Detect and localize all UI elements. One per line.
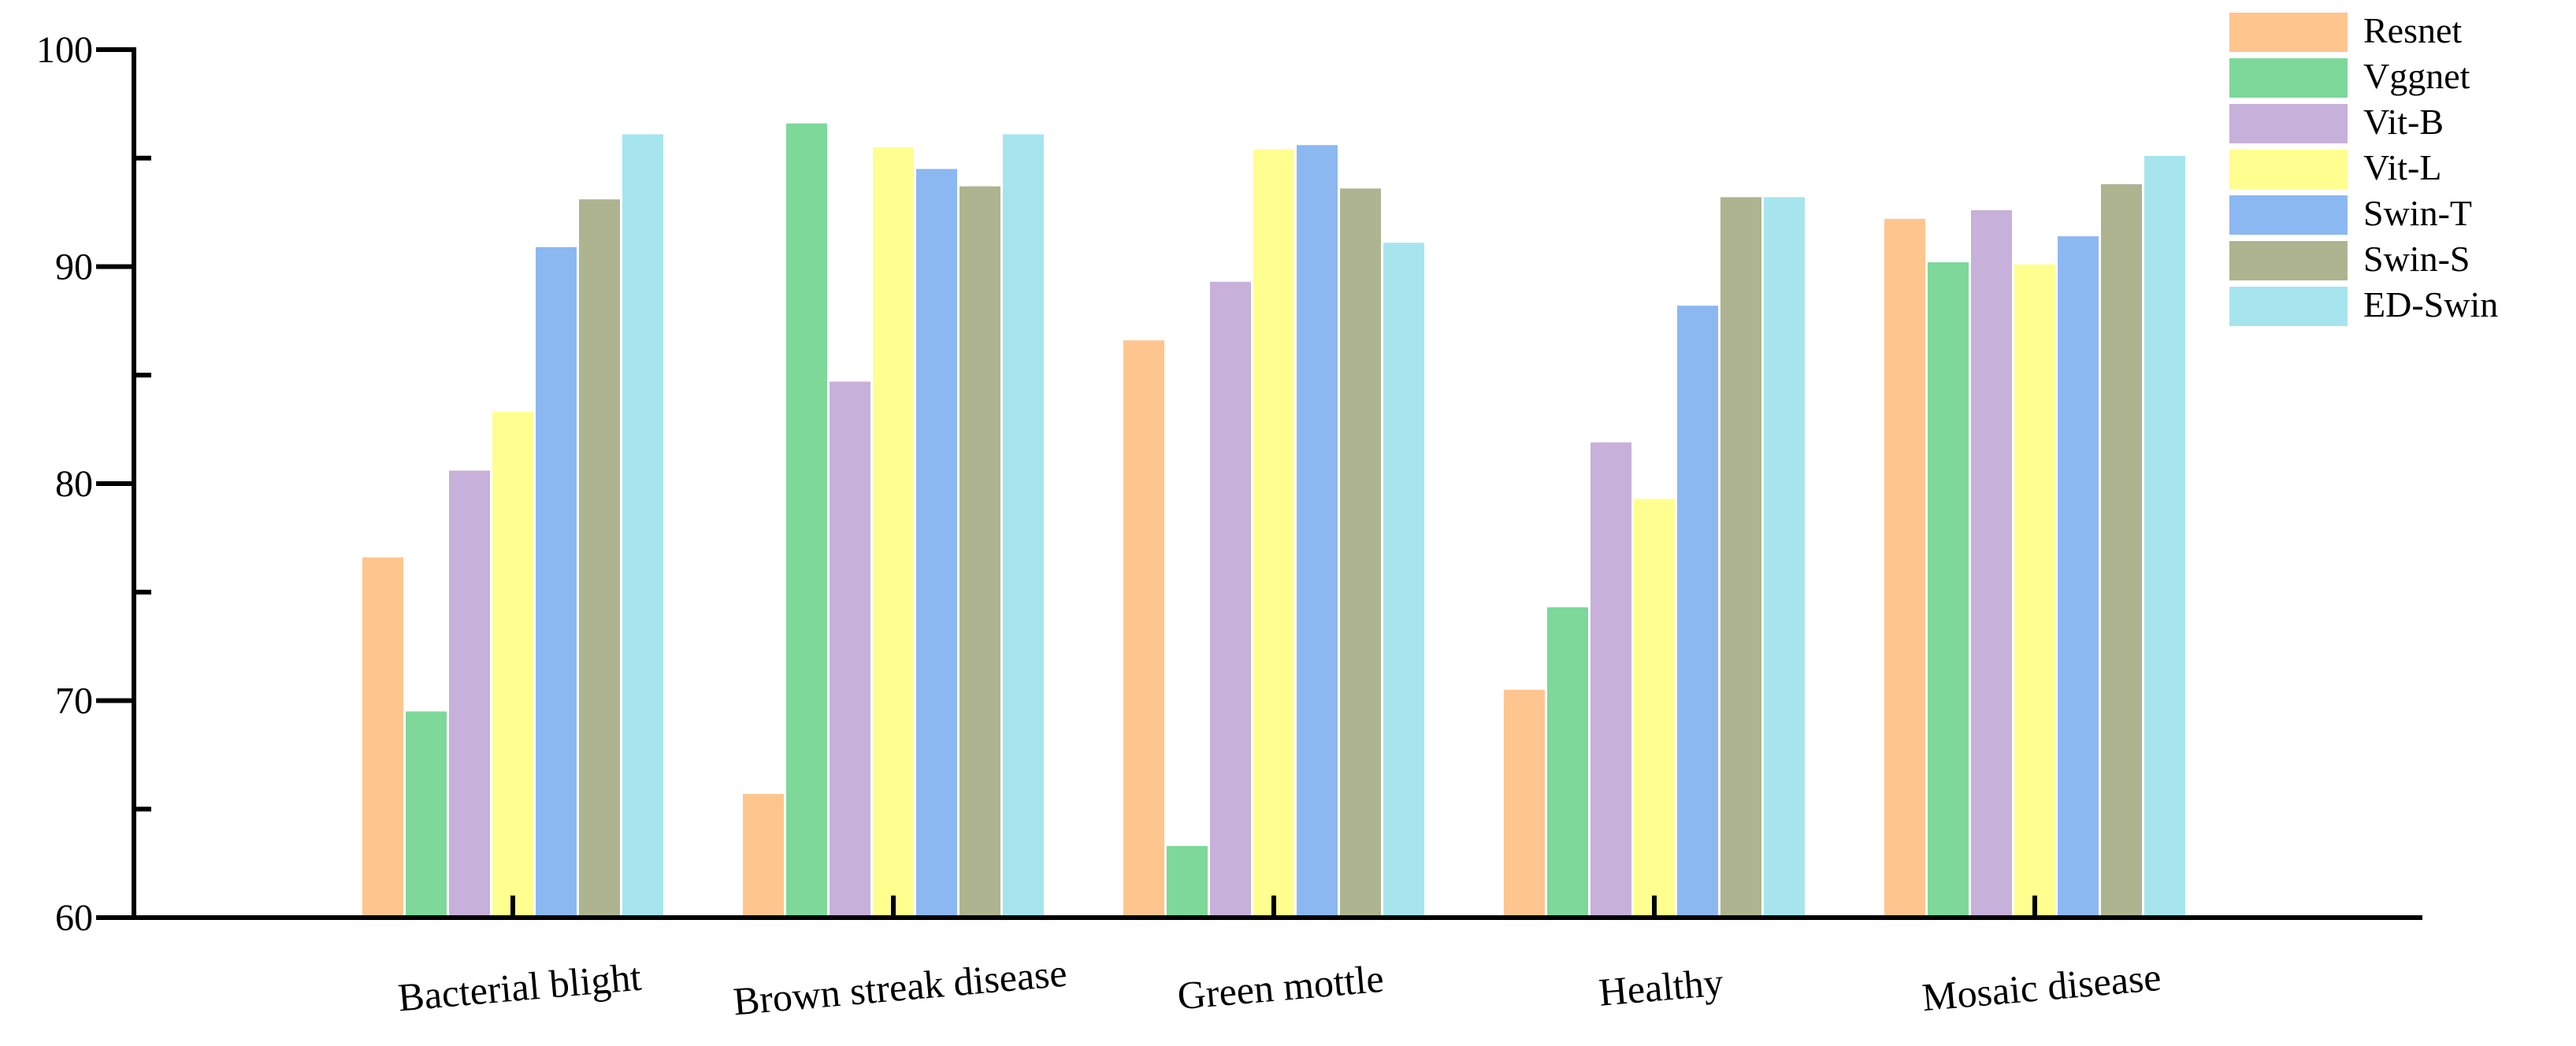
bar-swin-t-brown-streak-disease [916, 169, 957, 918]
bar-vggnet-green-mottle [1167, 846, 1208, 918]
bar-resnet-mosaic-disease [1884, 218, 1925, 918]
bar-swin-s-healthy [1720, 197, 1761, 918]
bar-vit-b-mosaic-disease [1971, 210, 2012, 918]
bar-swin-t-bacterial-blight [536, 247, 577, 918]
bar-resnet-bacterial-blight [362, 557, 403, 918]
bar-vit-l-brown-streak-disease [873, 147, 914, 918]
bar-ed-swin-green-mottle [1383, 243, 1424, 918]
y-tick-label: 80 [55, 463, 93, 505]
legend-swatch-vit-b [2229, 104, 2348, 143]
bar-swin-s-brown-streak-disease [960, 186, 1000, 918]
x-tick-label: Healthy [1597, 959, 1725, 1014]
bar-vit-b-green-mottle [1210, 281, 1251, 918]
legend-label-swin-t: Swin-T [2363, 193, 2472, 233]
legend-label-vggnet: Vggnet [2363, 56, 2470, 96]
legend-swatch-resnet [2229, 13, 2348, 52]
x-tick-label: Mosaic disease [1921, 955, 2163, 1019]
y-tick-label: 90 [55, 247, 93, 288]
bar-vggnet-healthy [1547, 607, 1588, 918]
bar-vit-b-brown-streak-disease [830, 381, 870, 918]
bar-ed-swin-mosaic-disease [2144, 155, 2185, 918]
bar-vggnet-bacterial-blight [406, 711, 447, 918]
legend-label-swin-s: Swin-S [2363, 239, 2470, 279]
bar-swin-s-bacterial-blight [579, 199, 620, 918]
bar-swin-t-mosaic-disease [2058, 236, 2099, 918]
bar-resnet-healthy [1504, 689, 1545, 918]
legend: Resnet Vggnet Vit-B Vit-L Swin-T Swin-S ED-Swi… [2229, 10, 2498, 326]
x-tick-label: Bacterial blight [396, 955, 643, 1020]
x-tick-label: Brown streak disease [731, 951, 1068, 1024]
bar-vit-l-mosaic-disease [2014, 264, 2055, 918]
bar-vggnet-mosaic-disease [1928, 262, 1969, 918]
y-tick-label: 70 [55, 681, 93, 722]
bar-vit-l-healthy [1634, 499, 1675, 918]
legend-label-vit-l: Vit-L [2363, 147, 2441, 187]
bar-resnet-brown-streak-disease [743, 793, 784, 918]
bar-vit-b-healthy [1591, 442, 1631, 918]
legend-swatch-swin-t [2229, 195, 2348, 235]
bars-group [362, 123, 2185, 918]
legend-label-ed-swin: ED-Swin [2363, 284, 2498, 325]
bar-swin-s-mosaic-disease [2101, 184, 2142, 918]
bar-ed-swin-brown-streak-disease [1003, 134, 1044, 918]
bar-vit-b-bacterial-blight [449, 470, 490, 918]
legend-label-vit-b: Vit-B [2363, 102, 2444, 142]
legend-swatch-vit-l [2229, 150, 2348, 189]
x-tick-label: Green mottle [1175, 956, 1385, 1018]
legend-label-resnet: Resnet [2363, 10, 2462, 50]
bar-vit-l-bacterial-blight [492, 412, 533, 918]
legend-swatch-ed-swin [2229, 287, 2348, 326]
y-tick-label: 100 [36, 29, 93, 71]
bar-ed-swin-bacterial-blight [622, 134, 663, 918]
bar-swin-s-green-mottle [1340, 188, 1381, 918]
bar-ed-swin-healthy [1764, 197, 1805, 918]
y-tick-label: 60 [55, 897, 93, 939]
bar-swin-t-healthy [1677, 306, 1718, 918]
bar-resnet-green-mottle [1123, 340, 1164, 918]
bar-swin-t-green-mottle [1297, 145, 1338, 918]
bar-vggnet-brown-streak-disease [786, 123, 827, 918]
legend-swatch-vggnet [2229, 58, 2348, 98]
bar-vit-l-green-mottle [1253, 149, 1294, 918]
legend-swatch-swin-s [2229, 241, 2348, 280]
